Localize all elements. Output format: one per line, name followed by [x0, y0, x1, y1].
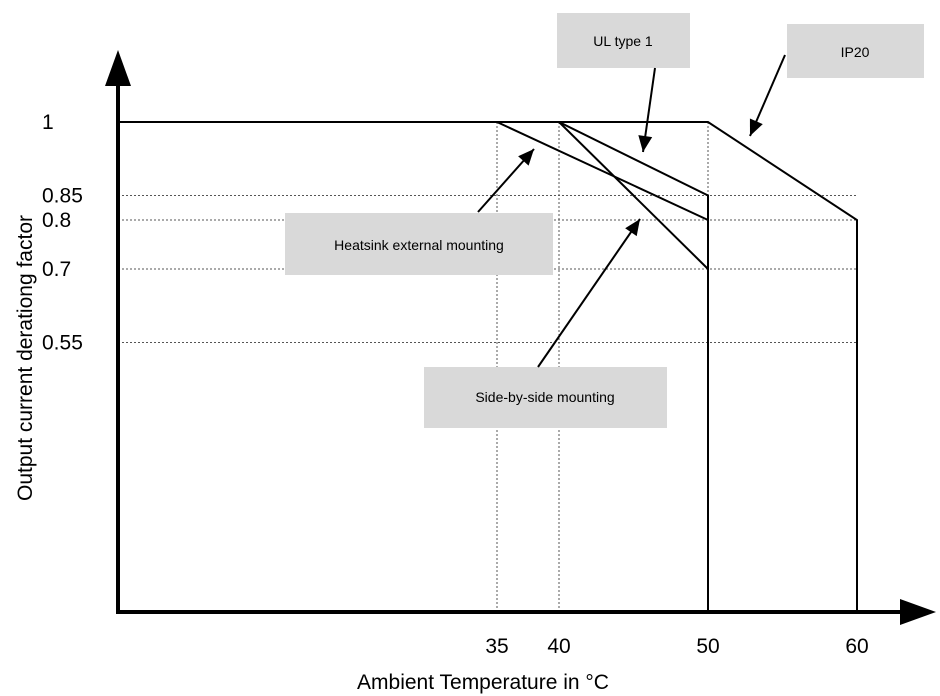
callout-box-ul — [557, 13, 690, 68]
series-lines — [118, 121, 858, 612]
tick-labels: 1 0.850.8 0.7 0.55 35 40 50 60 — [42, 111, 869, 658]
callout-pointer-side — [537, 218, 641, 368]
series-line-heatsink-external-mounting — [496, 121, 709, 221]
callout-label-ul: UL type 1 — [593, 33, 653, 49]
callout-label-heatsink: Heatsink external mounting — [334, 237, 504, 253]
y-tick-label: 0.85 — [42, 185, 83, 208]
callout-box-side — [424, 367, 667, 428]
callout-label-side: Side-by-side mounting — [475, 389, 614, 405]
callout-arrowhead-ip20 — [749, 118, 763, 136]
callout-arrowhead-ul — [638, 135, 653, 152]
callout-box-heatsink — [285, 213, 553, 275]
x-tick-label: 40 — [547, 635, 570, 658]
x-axis-label: Ambient Temperature in °C — [357, 671, 609, 694]
x-tick-label: 50 — [696, 635, 719, 658]
callout-arrowhead-heatsink — [518, 149, 534, 166]
series-line-side-by-side-mounting — [558, 121, 709, 270]
callout-arrowhead-side — [625, 219, 640, 237]
axes — [105, 50, 936, 625]
x-tick-label: 60 — [845, 635, 868, 658]
callout-label-ip20: IP20 — [841, 44, 870, 60]
y-axis-label: Output current derationg factor — [14, 215, 37, 501]
x-tick-label: 35 — [485, 635, 508, 658]
callouts: UL type 1 IP20 Heatsink external mounting S… — [285, 13, 924, 428]
y-tick-label: 0.7 — [42, 258, 71, 281]
y-tick-label: 1 — [42, 111, 54, 134]
x-axis-arrowhead — [900, 599, 936, 625]
y-axis-arrowhead — [105, 50, 131, 86]
y-tick-label: 0.55 — [42, 332, 83, 355]
series-line-ul-type-1 — [118, 121, 709, 612]
callout-box-ip20 — [787, 24, 924, 78]
y-tick-label: 0.8 — [42, 209, 71, 232]
